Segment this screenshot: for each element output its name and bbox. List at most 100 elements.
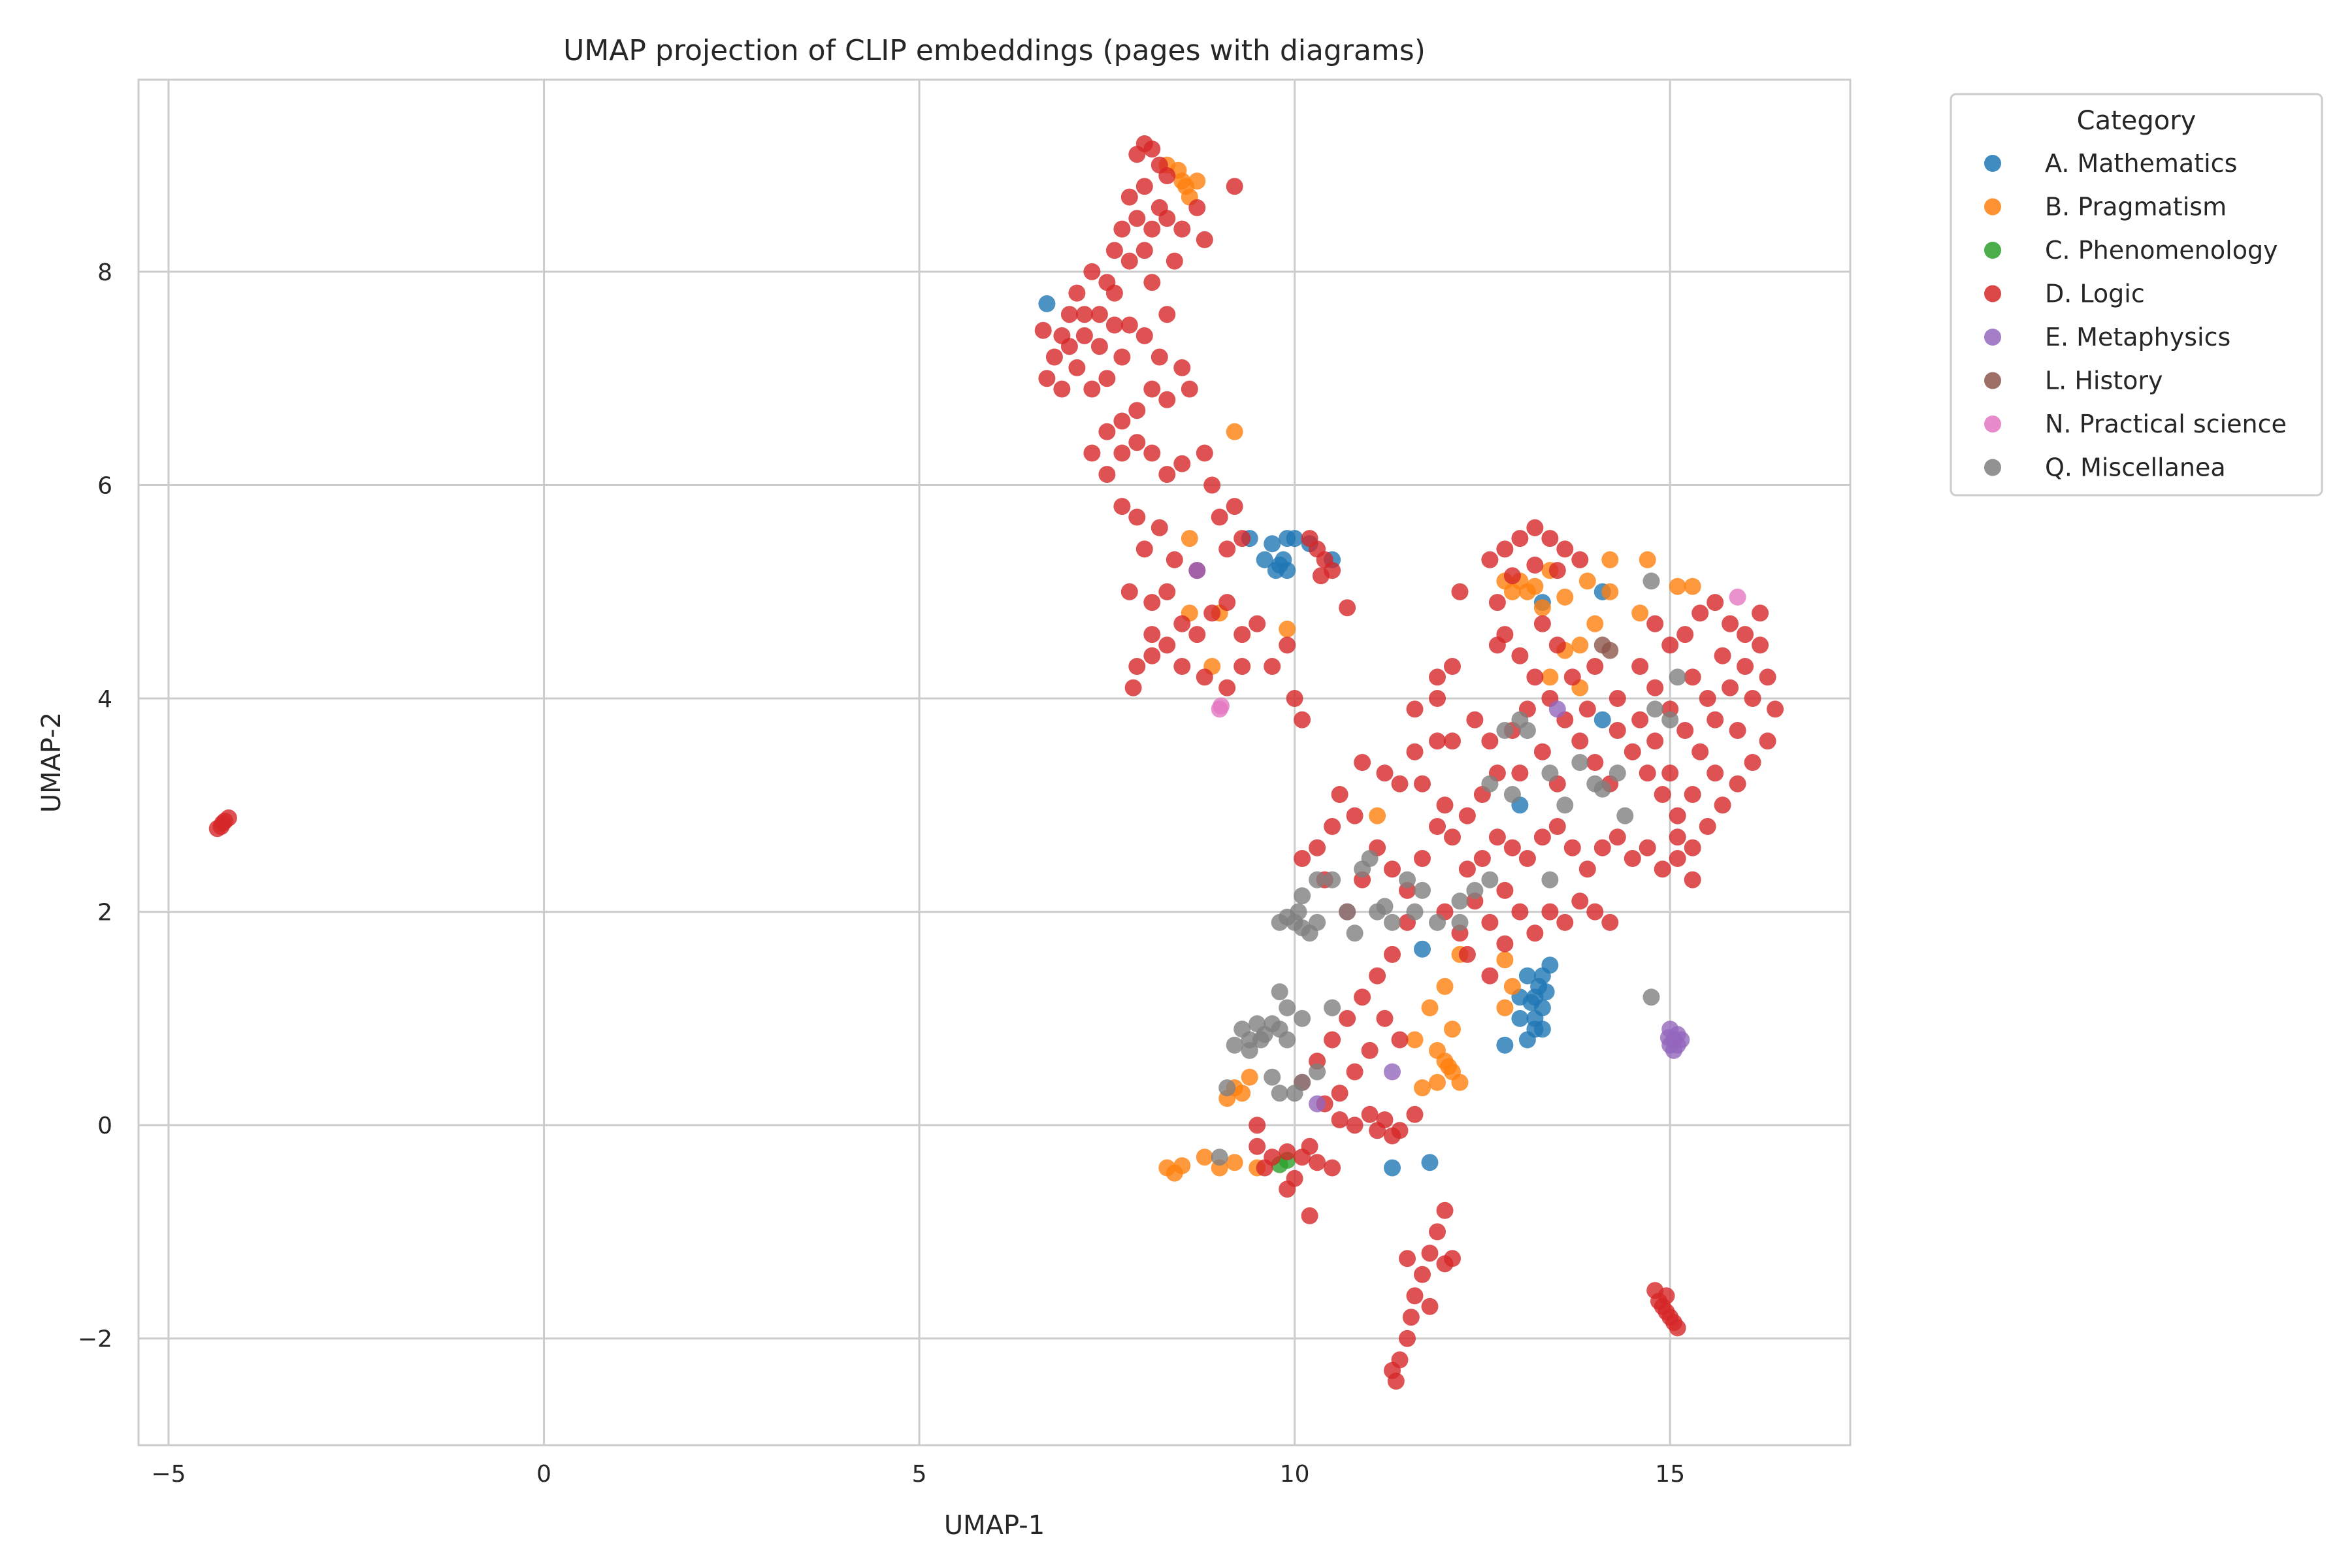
legend-label: A. Mathematics (2045, 149, 2237, 178)
data-point (1451, 1073, 1469, 1091)
data-point (1143, 274, 1161, 291)
data-point (1578, 860, 1596, 878)
data-point (1158, 583, 1176, 600)
data-point (1609, 764, 1626, 782)
data-point (1541, 903, 1559, 921)
data-point (1226, 1154, 1243, 1171)
data-point (1135, 540, 1153, 558)
data-point (1173, 658, 1191, 675)
data-point (1421, 1245, 1439, 1262)
data-point (1548, 818, 1566, 835)
data-point (1226, 423, 1243, 440)
data-point (1481, 871, 1499, 889)
data-point (1391, 1031, 1409, 1049)
legend-marker (1984, 416, 2001, 433)
data-point (1177, 178, 1194, 195)
data-point (1676, 626, 1694, 644)
data-point (1646, 679, 1664, 696)
data-point (1354, 754, 1371, 771)
data-point (1518, 850, 1536, 867)
legend-marker (1984, 285, 2001, 302)
data-point (1309, 1095, 1326, 1113)
data-point (1458, 860, 1476, 878)
data-point (1639, 764, 1656, 782)
data-point (1659, 1029, 1677, 1047)
data-point (1376, 1009, 1394, 1027)
data-point (1631, 658, 1649, 675)
data-point (1684, 578, 1701, 595)
data-point (1384, 860, 1401, 878)
data-point (1196, 1149, 1213, 1166)
data-point (1406, 903, 1424, 921)
data-point (1324, 1031, 1341, 1049)
data-point (1488, 828, 1506, 846)
data-point (1601, 642, 1619, 659)
data-point (1324, 1159, 1341, 1177)
data-point (1642, 572, 1660, 590)
data-point (1593, 711, 1611, 728)
data-point (1339, 599, 1356, 617)
data-point (1286, 530, 1303, 547)
data-point (1113, 498, 1131, 515)
data-point (1294, 711, 1311, 728)
data-point (1541, 956, 1559, 974)
data-point (1128, 658, 1146, 675)
data-point (1511, 903, 1529, 921)
data-point (1548, 562, 1566, 580)
data-point (1098, 466, 1116, 483)
data-point (1767, 700, 1784, 718)
data-point (1511, 647, 1529, 664)
data-point (1451, 892, 1469, 910)
data-point (1571, 551, 1589, 568)
data-point (1384, 1063, 1401, 1081)
data-point (1361, 850, 1379, 867)
data-point (1279, 1031, 1296, 1049)
data-point (1699, 818, 1716, 835)
chart-title: UMAP projection of CLIP embeddings (page… (563, 34, 1426, 67)
data-point (1458, 807, 1476, 825)
data-point (1429, 732, 1446, 750)
data-point (1309, 871, 1326, 889)
legend-marker (1984, 198, 2001, 216)
data-point (1279, 1143, 1296, 1160)
data-point (1279, 636, 1296, 654)
data-point (1143, 594, 1161, 612)
data-point (1541, 668, 1559, 686)
data-point (1301, 1207, 1318, 1224)
data-point (1391, 775, 1409, 792)
data-point (1135, 178, 1153, 195)
legend-marker (1984, 372, 2001, 389)
data-point (1143, 647, 1161, 664)
data-point (1714, 796, 1731, 814)
data-point (1309, 839, 1326, 857)
data-point (1090, 338, 1108, 355)
data-point (1376, 764, 1394, 782)
data-point (1586, 658, 1604, 675)
data-point (1399, 871, 1416, 889)
data-point (1429, 668, 1446, 686)
data-point (1548, 700, 1566, 718)
x-tick-label: 10 (1280, 1461, 1310, 1488)
data-point (1151, 348, 1168, 366)
data-point (1294, 1073, 1311, 1091)
data-point (1294, 1009, 1311, 1027)
data-point (1654, 786, 1671, 803)
data-point (1563, 839, 1581, 857)
data-point (1038, 370, 1056, 387)
data-point (1669, 850, 1686, 867)
data-point (1369, 1122, 1386, 1139)
data-point (1624, 850, 1641, 867)
data-point (1406, 1031, 1424, 1049)
data-point (1143, 626, 1161, 644)
data-point (1279, 620, 1296, 638)
data-point (1503, 786, 1521, 803)
data-point (1631, 711, 1649, 728)
data-point (1173, 1157, 1191, 1175)
plot-frame (137, 78, 1852, 1446)
data-point (1143, 444, 1161, 462)
data-point (1661, 711, 1679, 728)
data-point (1068, 359, 1086, 376)
data-point (1444, 658, 1461, 675)
data-point (1511, 530, 1529, 547)
data-point (1226, 178, 1243, 195)
